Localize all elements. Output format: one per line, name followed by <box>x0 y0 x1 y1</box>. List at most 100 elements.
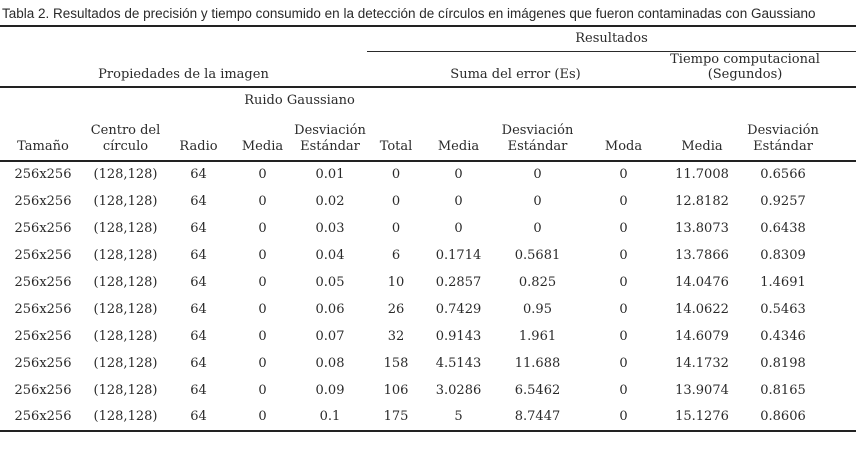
table-cell: 0.6438 <box>760 220 806 236</box>
table-cell: 0.8198 <box>760 355 806 371</box>
table-cell: 64 <box>190 355 207 371</box>
table-cell: 0 <box>533 220 542 236</box>
group-header-ruido-gaussiano: Ruido Gaussiano <box>244 92 355 108</box>
table-cell: 0 <box>258 274 267 290</box>
table-row: 256x256 (128,128) 64 0 0.08 158 4.5143 11.688 0 1… <box>0 350 856 377</box>
table-cell: 1.4691 <box>760 274 806 290</box>
table-row: 256x256 (128,128) 64 0 0.07 32 0.9143 1.961 0 14.… <box>0 323 856 350</box>
table-cell: 8.7447 <box>492 403 583 432</box>
col-header-radio: Radio <box>165 112 232 162</box>
table-row: 256x256 (128,128) 64 0 0.04 6 0.1714 0.5681 0 13.… <box>0 242 856 269</box>
col-header-moda: Moda <box>583 112 664 162</box>
table-cell: 5 <box>425 403 492 432</box>
table-row: 256x256 (128,128) 64 0 0.03 0 0 0 0 13.8073 0.6438 <box>0 215 856 242</box>
table-cell: 175 <box>367 403 425 432</box>
table-cell: 0 <box>258 167 267 182</box>
table-cell: 256x256 <box>14 274 72 290</box>
table-cell: 0.05 <box>315 274 345 290</box>
table-cell: 256x256 <box>14 247 72 263</box>
table-cell: 0 <box>454 193 463 209</box>
table-cell: 0 <box>533 193 542 209</box>
col-header-media-error: Media <box>425 112 492 162</box>
table-cell: 0 <box>391 167 401 182</box>
table-cell: 0.08 <box>315 355 345 371</box>
table-cell: 0.07 <box>315 328 345 344</box>
table-row: 256x256 (128,128) 64 0 0.06 26 0.7429 0.95 0 14.0… <box>0 296 856 323</box>
table-cell: (128,128) <box>93 382 158 398</box>
table-cell: 0 <box>619 328 628 344</box>
table-cell: (128,128) <box>93 274 158 290</box>
spacer-cell <box>0 87 232 113</box>
table-cell: 256x256 <box>14 220 72 236</box>
table-cell: 11.7008 <box>675 167 729 182</box>
column-header-row: Tamaño Centro del círculo Radio Media De… <box>0 112 856 162</box>
table-cell: 106 <box>383 382 409 398</box>
table-cell: 6 <box>391 247 401 263</box>
table-cell: 0.825 <box>518 274 557 290</box>
table-cell: 256x256 <box>14 301 72 317</box>
table-cell: 256x256 <box>14 355 72 371</box>
table-cell: 0 <box>391 220 401 236</box>
table-cell: 0 <box>619 193 628 209</box>
table-cell: (128,128) <box>93 328 158 344</box>
table-cell: 256x256 <box>14 167 72 182</box>
table-cell: 0 <box>619 220 628 236</box>
table-cell: 64 <box>190 301 207 317</box>
table-cell: 0.4346 <box>760 328 806 344</box>
table-cell: 0.9257 <box>760 193 806 209</box>
table-cell: 0 <box>619 355 628 371</box>
table-cell: 26 <box>387 301 405 317</box>
table-row: 256x256 (128,128) 64 0 0.01 0 0 0 0 11.7008 0.6566 <box>0 161 856 188</box>
table-cell: (128,128) <box>93 167 158 182</box>
table-cell: 12.8182 <box>675 193 729 209</box>
col-header-desviacion-error: Desviación Estándar <box>492 112 583 162</box>
table-cell: 0.04 <box>315 247 345 263</box>
table-cell: 64 <box>190 382 207 398</box>
table-cell: 64 <box>165 403 232 432</box>
table-cell: 14.0622 <box>675 301 729 317</box>
table-cell: 0.8606 <box>740 403 856 432</box>
table-cell: 0.5681 <box>514 247 561 263</box>
spacer-cell <box>0 26 367 51</box>
table-cell: 13.8073 <box>675 220 729 236</box>
table-cell: 0 <box>258 328 267 344</box>
table-cell: 14.6079 <box>675 328 729 344</box>
table-cell: 64 <box>190 220 207 236</box>
col-header-media-tiempo: Media <box>664 112 740 162</box>
table-cell: 13.7866 <box>675 247 729 263</box>
table-cell: 0.01 <box>315 167 345 182</box>
table-cell: (128,128) <box>93 193 158 209</box>
col-header-total: Total <box>367 112 425 162</box>
table-cell: 0 <box>583 403 664 432</box>
table-cell: 0 <box>258 220 267 236</box>
table-cell: 0 <box>454 220 463 236</box>
table-cell: 256x256 <box>14 193 72 209</box>
table-cell: 0 <box>232 403 293 432</box>
table-row: 256x256 (128,128) 64 0 0.1 175 5 8.7447 0 15.1276… <box>0 403 856 432</box>
group-header-suma-error: Suma del error (Es) <box>367 51 664 88</box>
table-cell: 0.6566 <box>760 167 806 182</box>
col-header-desviacion-ruido: Desviación Estándar <box>293 112 367 162</box>
table-cell: 256x256 <box>14 382 72 398</box>
table-cell: 13.9074 <box>675 382 729 398</box>
table-cell: 0.5463 <box>760 301 806 317</box>
table-cell: 3.0286 <box>435 382 482 398</box>
table-cell: 0.9143 <box>435 328 482 344</box>
table-cell: 0.7429 <box>435 301 482 317</box>
table-cell: 64 <box>190 328 207 344</box>
table-cell: 0 <box>391 193 401 209</box>
table-cell: 4.5143 <box>435 355 482 371</box>
table-cell: 0 <box>619 247 628 263</box>
table-cell: 64 <box>190 274 207 290</box>
col-header-media-ruido: Media <box>232 112 293 162</box>
table-cell: 0 <box>258 247 267 263</box>
table-cell: 0 <box>533 167 542 182</box>
table-cell: 0.02 <box>315 193 345 209</box>
table-body: 256x256 (128,128) 64 0 0.01 0 0 0 0 11.7008 0.6566… <box>0 161 856 432</box>
table-cell: 0 <box>619 382 628 398</box>
table-cell: 11.688 <box>514 355 561 371</box>
table-cell: 0 <box>258 382 267 398</box>
table-cell: 15.1276 <box>664 403 740 432</box>
table-cell: 0 <box>258 355 267 371</box>
